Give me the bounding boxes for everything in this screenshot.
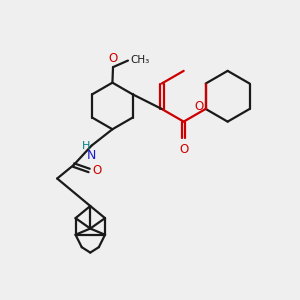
Text: O: O (179, 143, 188, 156)
Text: O: O (92, 164, 101, 177)
Text: CH₃: CH₃ (130, 55, 150, 65)
Text: O: O (194, 100, 203, 113)
Text: H: H (82, 141, 90, 151)
Text: O: O (108, 52, 118, 65)
Text: N: N (87, 149, 96, 162)
